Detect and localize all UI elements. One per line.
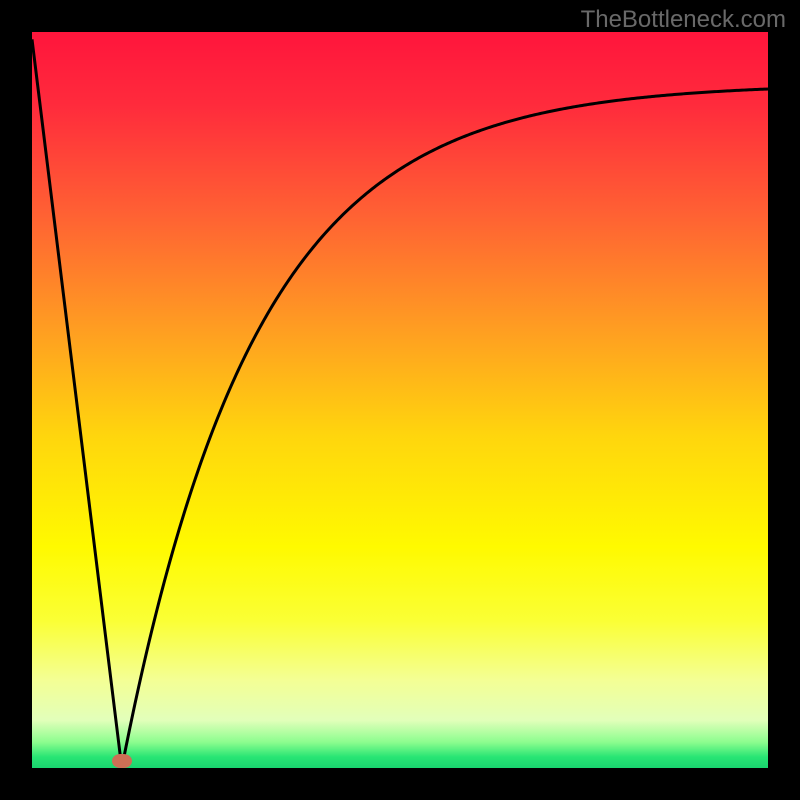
chart-container: TheBottleneck.com <box>0 0 800 800</box>
plot-area <box>32 32 768 768</box>
notch-marker <box>112 754 132 768</box>
bottleneck-curve <box>32 32 768 768</box>
watermark-text: TheBottleneck.com <box>581 6 786 34</box>
